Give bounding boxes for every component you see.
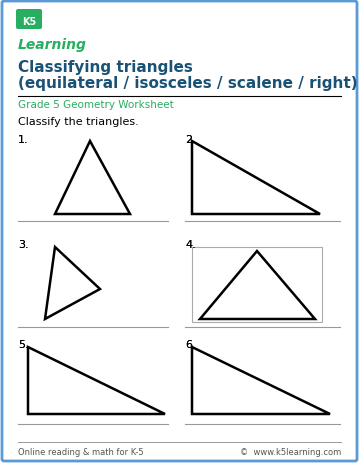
- Text: 4.: 4.: [185, 239, 196, 250]
- Text: 4.: 4.: [185, 239, 196, 250]
- Text: 6.: 6.: [185, 339, 196, 349]
- Text: 5.: 5.: [18, 339, 29, 349]
- Text: 3.: 3.: [18, 239, 29, 250]
- Text: 6.: 6.: [185, 339, 196, 349]
- Text: 2.: 2.: [185, 135, 196, 144]
- Text: (equilateral / isosceles / scalene / right): (equilateral / isosceles / scalene / rig…: [18, 76, 358, 91]
- Text: 5.: 5.: [18, 339, 29, 349]
- Text: Classify the triangles.: Classify the triangles.: [18, 117, 139, 127]
- Text: Learning: Learning: [18, 38, 87, 52]
- Bar: [192, 247, 322, 322]
- Text: 2.: 2.: [185, 135, 196, 144]
- Text: ©  www.k5learning.com: © www.k5learning.com: [240, 447, 341, 456]
- Text: Classifying triangles: Classifying triangles: [18, 60, 193, 75]
- Text: Online reading & math for K-5: Online reading & math for K-5: [18, 447, 144, 456]
- Text: 1.: 1.: [18, 135, 29, 144]
- Text: Grade 5 Geometry Worksheet: Grade 5 Geometry Worksheet: [18, 100, 174, 110]
- FancyBboxPatch shape: [16, 10, 42, 30]
- Text: 3.: 3.: [18, 239, 29, 250]
- Text: K5: K5: [22, 17, 36, 27]
- Text: 1.: 1.: [18, 135, 29, 144]
